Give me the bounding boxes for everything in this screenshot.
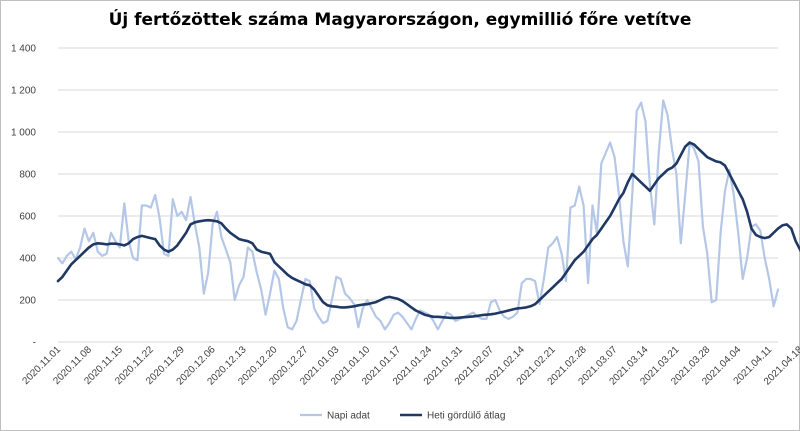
y-tick-label: 200 [19, 296, 36, 307]
legend-label-weekly-average: Heti gördülő átlag [427, 411, 505, 422]
legend-label-daily: Napi adat [327, 411, 370, 422]
y-tick-label: 800 [19, 170, 36, 181]
y-tick-label: 400 [19, 254, 36, 265]
chart-title: Új fertőzöttek száma Magyarországon, egy… [108, 10, 692, 30]
series-line-weekly-average [56, 141, 800, 320]
y-tick-label: 1 400 [11, 44, 36, 55]
y-tick-label: 600 [19, 212, 36, 223]
y-axis-ticks: - 200 400 600 800 1 000 1 200 1 400 [11, 44, 36, 349]
legend: Napi adat Heti gördülő átlag [300, 411, 505, 422]
x-axis-ticks: 2020.11.012020.11.082020.11.152020.11.22… [20, 344, 800, 387]
gridlines [58, 47, 778, 343]
y-tick-label: - [33, 338, 36, 349]
series-line-daily [56, 99, 780, 331]
y-tick-label: 1 200 [11, 86, 36, 97]
y-tick-label: 1 000 [11, 128, 36, 139]
series-lines [56, 99, 800, 331]
